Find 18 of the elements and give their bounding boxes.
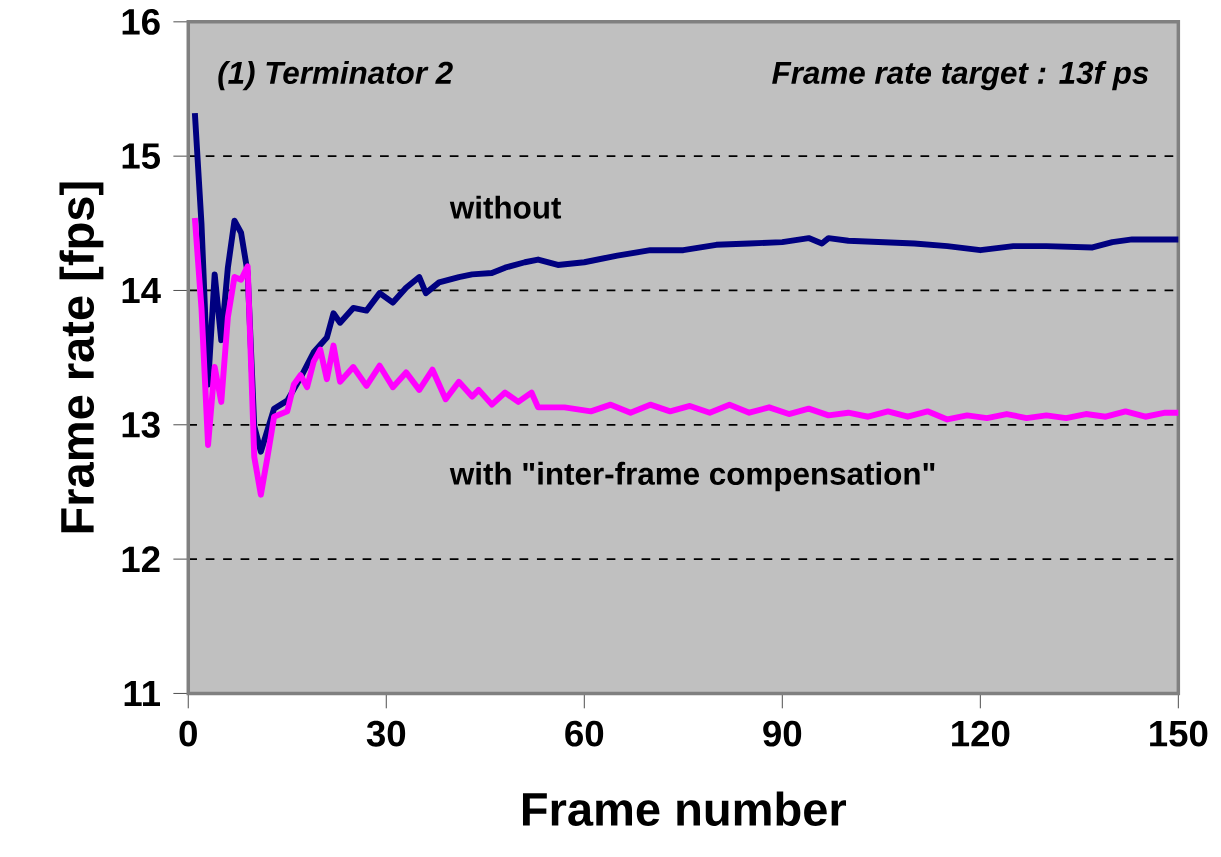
x-tick-label: 120 <box>952 720 1010 747</box>
y-tick-label: 15 <box>122 143 160 169</box>
y-tick-label: 12 <box>122 546 160 572</box>
x-tick-label: 30 <box>366 720 406 747</box>
annotation: (1) Terminator 2 <box>218 60 453 91</box>
x-axis-title: Frame number <box>522 791 847 826</box>
annotation: Frame rate target : 13f ps <box>772 60 1149 91</box>
y-axis-title: Frame rate [fps] <box>59 182 104 533</box>
annotation: with "inter-frame compensation" <box>449 461 935 492</box>
y-tick-label: 16 <box>122 8 160 35</box>
annotation: without <box>449 195 562 219</box>
y-tick-label: 11 <box>124 680 160 706</box>
x-tick-label: 150 <box>1150 720 1208 747</box>
x-tick-label: 60 <box>565 720 604 747</box>
x-tick-label: 90 <box>763 720 802 747</box>
y-tick-label: 13 <box>122 411 160 438</box>
y-tick-label: 14 <box>122 277 161 303</box>
x-tick-label: 0 <box>179 720 197 747</box>
